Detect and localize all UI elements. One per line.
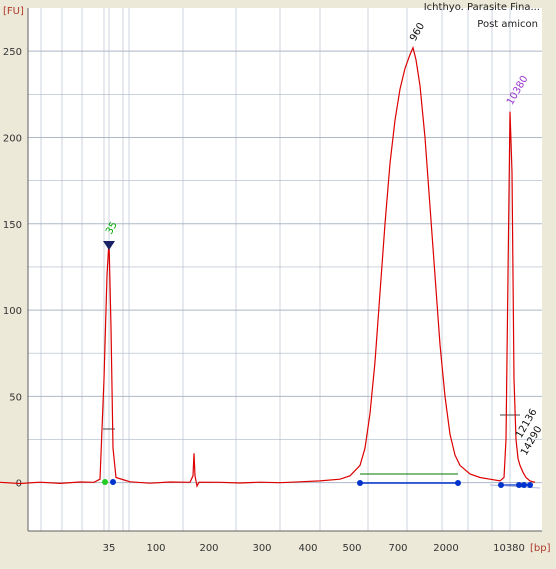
y-tick-label: 250 <box>3 47 22 58</box>
y-axis-ticks: 0 50 100 150 200 250 <box>3 47 22 490</box>
peak-14290-handle[interactable] <box>527 482 533 488</box>
x-tick-label: 10380 <box>493 543 525 554</box>
x-tick-label: 700 <box>388 543 407 554</box>
upper-marker-start-handle[interactable] <box>498 482 504 488</box>
lower-marker-end-handle[interactable] <box>110 479 116 485</box>
x-tick-label: 35 <box>103 543 116 554</box>
y-tick-label: 150 <box>3 220 22 231</box>
x-axis-label: [bp] <box>530 543 551 554</box>
signal-trace <box>0 45 536 488</box>
x-axis-ticks: 35 100 200 300 400 500 700 2000 10380 <box>103 543 525 554</box>
y-axis-label: [FU] <box>3 6 24 17</box>
y-tick-label: 200 <box>3 133 22 144</box>
y-tick-label: 0 <box>16 479 22 490</box>
lower-marker-arrow <box>103 241 115 250</box>
y-tick-label: 100 <box>3 306 22 317</box>
main-peak-end-handle[interactable] <box>455 480 461 486</box>
x-tick-label: 2000 <box>433 543 458 554</box>
peak-label: 35 <box>104 220 120 237</box>
x-tick-label: 500 <box>342 543 361 554</box>
x-tick-label: 400 <box>298 543 317 554</box>
plot-area <box>28 8 542 531</box>
x-tick-label: 100 <box>146 543 165 554</box>
grid-lines <box>28 8 542 531</box>
sample-subtitle: Post amicon <box>477 19 538 30</box>
lower-marker-start-handle[interactable] <box>102 479 108 485</box>
region-markers[interactable] <box>102 479 533 488</box>
x-tick-label: 300 <box>252 543 271 554</box>
main-peak-start-handle[interactable] <box>357 480 363 486</box>
upper-marker-end-handle[interactable] <box>516 482 522 488</box>
sample-title: Ichthyo. Parasite Fina... <box>424 2 540 13</box>
x-tick-label: 200 <box>199 543 218 554</box>
y-tick-label: 50 <box>9 392 22 403</box>
peak-12136-handle[interactable] <box>521 482 527 488</box>
